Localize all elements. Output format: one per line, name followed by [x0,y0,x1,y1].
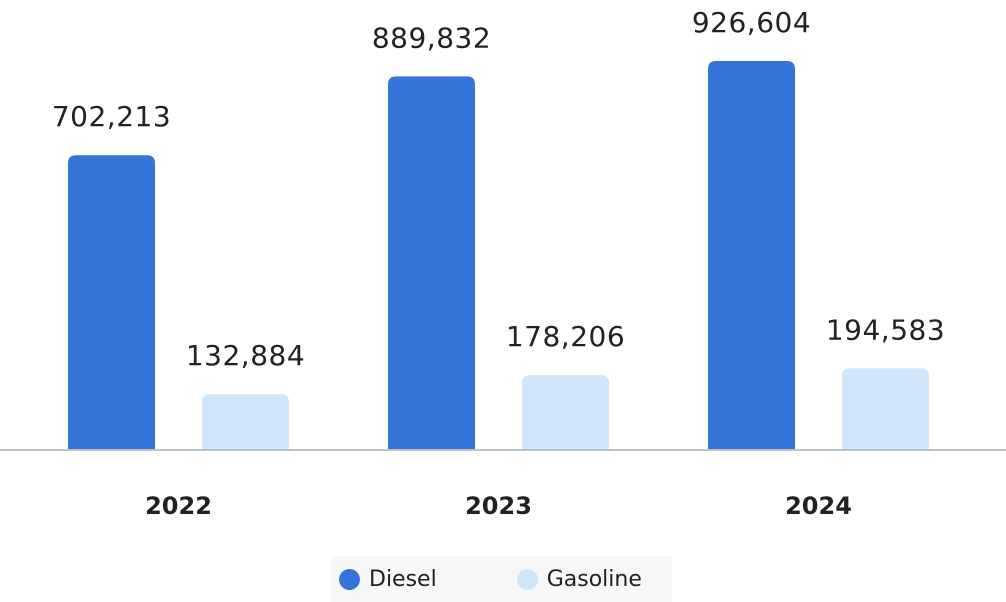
bar-gasoline-2022 [202,394,289,450]
value-label-gasoline-2022: 132,884 [186,339,305,372]
bar-gasoline-2023 [522,375,609,450]
value-label-diesel-2024: 926,604 [692,6,811,39]
bar-diesel-2024 [708,61,795,450]
legend-swatch-diesel [339,568,360,590]
legend-label-gasoline: Gasoline [546,566,642,592]
legend: Diesel Gasoline [331,556,672,602]
bars-layer [68,61,929,451]
value-label-gasoline-2023: 178,206 [506,320,625,353]
bar-diesel-2023 [388,76,475,450]
category-labels-layer: 2022 2023 2024 [145,492,852,520]
value-label-diesel-2023: 889,832 [372,21,491,54]
legend-item-gasoline[interactable]: Gasoline [516,566,642,592]
value-labels-layer: 702,213 889,832 926,604 132,884 178,206 194,5… [52,6,945,372]
legend-label-diesel: Diesel [369,566,437,592]
bar-diesel-2022 [68,155,155,451]
category-label-2022: 2022 [145,492,212,520]
bar-gasoline-2024 [842,368,929,450]
category-label-2023: 2023 [465,492,532,520]
value-label-diesel-2022: 702,213 [52,100,171,133]
legend-item-diesel[interactable]: Diesel [339,567,437,592]
legend-swatch-gasoline [516,568,538,590]
value-label-gasoline-2024: 194,583 [826,313,945,346]
category-label-2024: 2024 [785,492,852,520]
